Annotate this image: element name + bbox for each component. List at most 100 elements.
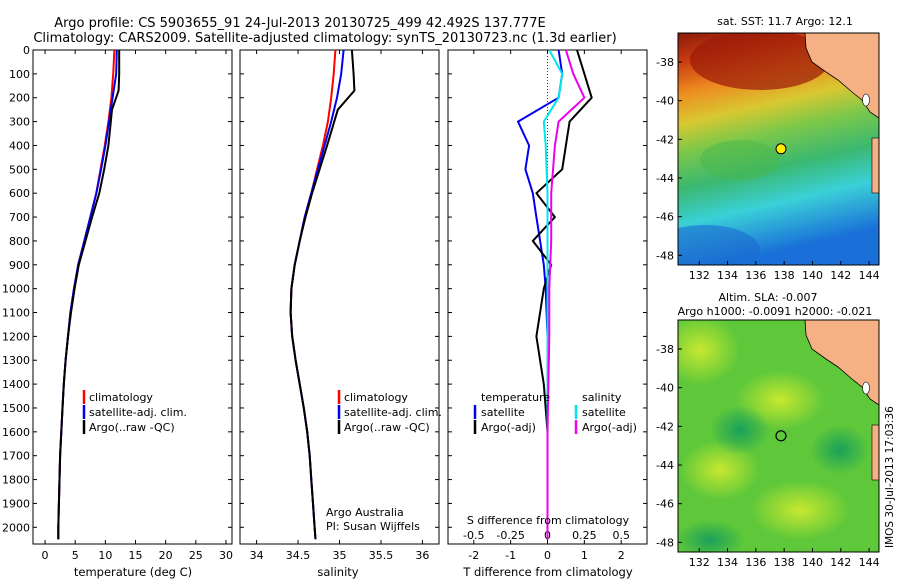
lon-tick-label: 144	[859, 269, 880, 282]
legend-label-t-argo: Argo(-adj)	[481, 421, 536, 434]
y-tick-label: 1100	[2, 307, 30, 320]
lat-tick-label: -42	[656, 420, 674, 433]
difference-panel: -2 -1 0 1 2-0.5 -0.25 0 0.25 0.5 S difference fr…	[447, 49, 648, 579]
x-tick-label: 30	[219, 549, 233, 562]
y-tick-label: 1000	[2, 283, 30, 296]
sst-warm-core	[690, 33, 830, 90]
s-tick-label: 0.25	[572, 529, 597, 542]
sst-cold-patch	[678, 225, 760, 265]
lat-tick-label: -46	[656, 498, 674, 511]
sla-map-title-line1: Altim. SLA: -0.007	[718, 291, 817, 304]
sla-island	[862, 381, 870, 395]
sla-high-patch	[678, 320, 740, 385]
s-difference-label: S difference from climatology	[467, 514, 630, 527]
legend-label-clim: climatology	[344, 391, 408, 404]
sla-high-patch	[750, 480, 850, 540]
lon-tick-label: 136	[745, 269, 766, 282]
x-tick-label: 35	[333, 549, 347, 562]
sla-low-patch	[810, 425, 870, 475]
x-tick-label: 1	[581, 549, 588, 562]
y-tick-label: 200	[9, 92, 30, 105]
x-tick-label: 35.5	[369, 549, 394, 562]
sla-tasmania-edge	[871, 424, 879, 481]
y-tick-label: 1500	[2, 402, 30, 415]
sla-map-ticks: 132 134 136 138 140 142 144 -38 -40 -42 -44 -46 -48	[656, 343, 880, 569]
salinity-legend: climatology satellite-adj. clim. Argo(..…	[337, 390, 442, 434]
x-tick-label: 34.5	[286, 549, 311, 562]
x-tick-label: 5	[72, 549, 79, 562]
legend-label-t-sat: satellite	[481, 406, 525, 419]
x-tick-label: 36	[415, 549, 429, 562]
argo-position-marker	[775, 143, 787, 155]
lat-tick-label: -40	[656, 95, 674, 108]
difference-series	[517, 49, 593, 540]
y-tick-label: 1600	[2, 426, 30, 439]
lat-tick-label: -46	[656, 211, 674, 224]
legend-label-sat: satellite-adj. clim.	[344, 406, 442, 419]
y-tick-label: 1200	[2, 330, 30, 343]
depth-axis-ticks: 0 100 200 300 400 500 600 700 800 900 1000 1100 1200…	[2, 44, 232, 534]
sst-map: sat. SST: 11.7 Argo: 12.1 132 134 136 138 14…	[656, 15, 880, 282]
s-tick-label: -0.5	[463, 529, 484, 542]
sla-map-frame	[677, 319, 880, 553]
y-tick-label: 600	[9, 187, 30, 200]
x-tick-label: 34	[250, 549, 264, 562]
lon-tick-label: 140	[802, 556, 823, 569]
sla-low-patch	[710, 405, 770, 455]
y-tick-label: 0	[23, 44, 30, 57]
y-tick-label: 1900	[2, 497, 30, 510]
lat-tick-label: -48	[656, 249, 674, 262]
annotation-argo-australia: Argo Australia	[326, 506, 404, 519]
y-tick-label: 1300	[2, 354, 30, 367]
s-tick-label: 0.5	[612, 529, 630, 542]
lon-tick-label: 134	[717, 269, 738, 282]
salinity-depth-ticks	[240, 49, 439, 528]
lat-tick-label: -42	[656, 133, 674, 146]
figure-title-line1: Argo profile: CS 5903655_91 24-Jul-2013 …	[54, 16, 545, 31]
salinity-axis-ticks: 34 34.5 35 35.5 36	[250, 50, 429, 562]
x-tick-label: 25	[189, 549, 203, 562]
salinity-plot-frame	[239, 49, 440, 545]
legend-heading-temperature: temperature	[481, 391, 550, 404]
sst-tasmania-edge	[871, 137, 879, 194]
lat-tick-label: -40	[656, 382, 674, 395]
annotation-pi: PI: Susan Wijffels	[326, 520, 420, 533]
temperature-series	[57, 49, 121, 540]
x-tick-label: 15	[129, 549, 143, 562]
sst-land	[804, 33, 879, 119]
series-line	[546, 49, 586, 540]
sst-mid-patch	[700, 140, 780, 180]
y-tick-label: 400	[9, 139, 30, 152]
lat-tick-label: -38	[656, 343, 674, 356]
figure-title-line2: Climatology: CARS2009. Satellite-adjuste…	[33, 31, 616, 46]
y-tick-label: 1700	[2, 450, 30, 463]
legend-label-argo: Argo(..raw -QC)	[89, 421, 175, 434]
series-line	[57, 50, 121, 540]
y-tick-label: 1400	[2, 378, 30, 391]
sla-map-title-line2: Argo h1000: -0.0091 h2000: -0.021	[678, 305, 873, 318]
legend-label-argo: Argo(..raw -QC)	[344, 421, 430, 434]
sla-land	[804, 320, 879, 406]
lon-tick-label: 138	[774, 556, 795, 569]
sla-map: Altim. SLA: -0.007 Argo h1000: -0.0091 h…	[656, 291, 880, 569]
legend-label-s-argo: Argo(-adj)	[582, 421, 637, 434]
t-difference-label: T difference from climatology	[462, 565, 633, 579]
difference-legend: temperature salinity satellite satellite…	[473, 391, 637, 434]
y-tick-label: 500	[9, 163, 30, 176]
lon-tick-label: 142	[830, 556, 851, 569]
y-tick-label: 700	[9, 211, 30, 224]
lon-tick-label: 136	[745, 556, 766, 569]
x-tick-label: 2	[618, 549, 625, 562]
salinity-series	[289, 49, 356, 540]
y-tick-label: 100	[9, 68, 30, 81]
salinity-panel: 34 34.5 35 35.5 36 salinity climatology sate…	[239, 49, 442, 579]
salinity-axis-label: salinity	[317, 565, 358, 579]
temperature-axis-ticks: 0 5 10 15 20 25 30	[42, 50, 233, 562]
argo-position-marker	[775, 430, 787, 442]
x-tick-label: 20	[159, 549, 173, 562]
temperature-legend: climatology satellite-adj. clim. Argo(..…	[82, 390, 187, 434]
lon-tick-label: 140	[802, 269, 823, 282]
x-tick-label: 10	[98, 549, 112, 562]
y-tick-label: 300	[9, 116, 30, 129]
